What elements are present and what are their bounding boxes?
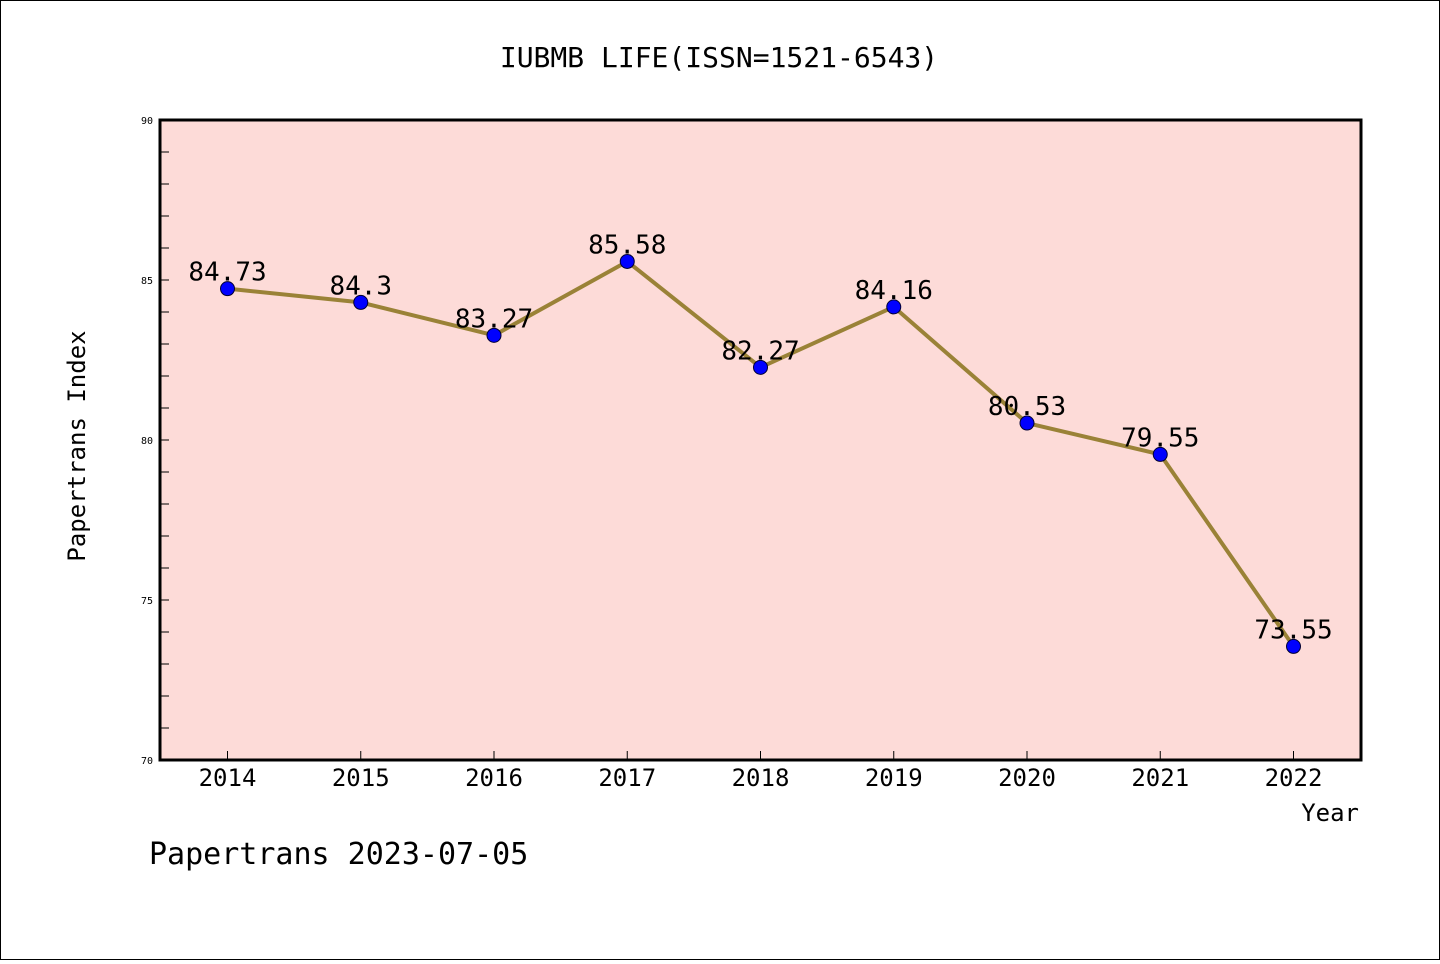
- data-point: [619, 253, 635, 269]
- x-tick-label: 2021: [1131, 764, 1189, 792]
- x-tick-label: 2018: [732, 764, 790, 792]
- data-point: [486, 327, 502, 343]
- data-label: 85.58: [588, 230, 666, 260]
- data-label: 79.55: [1121, 423, 1199, 453]
- x-tick-label: 2014: [199, 764, 257, 792]
- data-point: [1019, 415, 1035, 431]
- y-tick-label: 75: [141, 596, 153, 607]
- x-axis-label: Year: [1301, 799, 1359, 827]
- y-axis-label: Papertrans Index: [63, 330, 91, 561]
- data-point: [753, 359, 768, 375]
- data-label: 84.3: [329, 271, 392, 301]
- footer-text: Papertrans 2023-07-05: [149, 837, 528, 872]
- data-point: [886, 299, 902, 315]
- data-label: 73.55: [1254, 615, 1332, 645]
- data-label: 83.27: [455, 304, 533, 334]
- data-point: [353, 294, 369, 310]
- x-tick-label: 2015: [332, 764, 390, 792]
- x-tick-label: 2020: [998, 764, 1056, 792]
- data-label: 82.27: [721, 336, 799, 366]
- y-tick-label: 80: [141, 436, 153, 447]
- x-axis-ticks: 2014 2015 2016 2017 2018 2019 2020 2021 2022: [199, 751, 1323, 792]
- x-tick-label: 2022: [1265, 764, 1323, 792]
- x-tick-label: 2016: [465, 764, 523, 792]
- series-layer: 84.73 84.3 83.27 85.58 82.27 84.16 80.53 79.55 7…: [188, 230, 1333, 654]
- x-tick-label: 2017: [598, 764, 656, 792]
- data-point: [1152, 446, 1168, 462]
- y-axis-ticks: 70 75 80 85 90: [141, 116, 169, 767]
- data-label: 80.53: [988, 392, 1066, 422]
- data-label: 84.73: [188, 258, 266, 288]
- y-tick-label: 85: [141, 276, 153, 287]
- data-point: [220, 281, 235, 297]
- data-label: 84.16: [855, 276, 933, 306]
- y-tick-label: 70: [141, 756, 153, 767]
- y-tick-label: 90: [141, 116, 153, 127]
- data-point: [1286, 638, 1301, 654]
- x-tick-label: 2019: [865, 764, 923, 792]
- plot-area: [158, 118, 1363, 762]
- chart-title: IUBMB LIFE(ISSN=1521-6543): [500, 41, 938, 74]
